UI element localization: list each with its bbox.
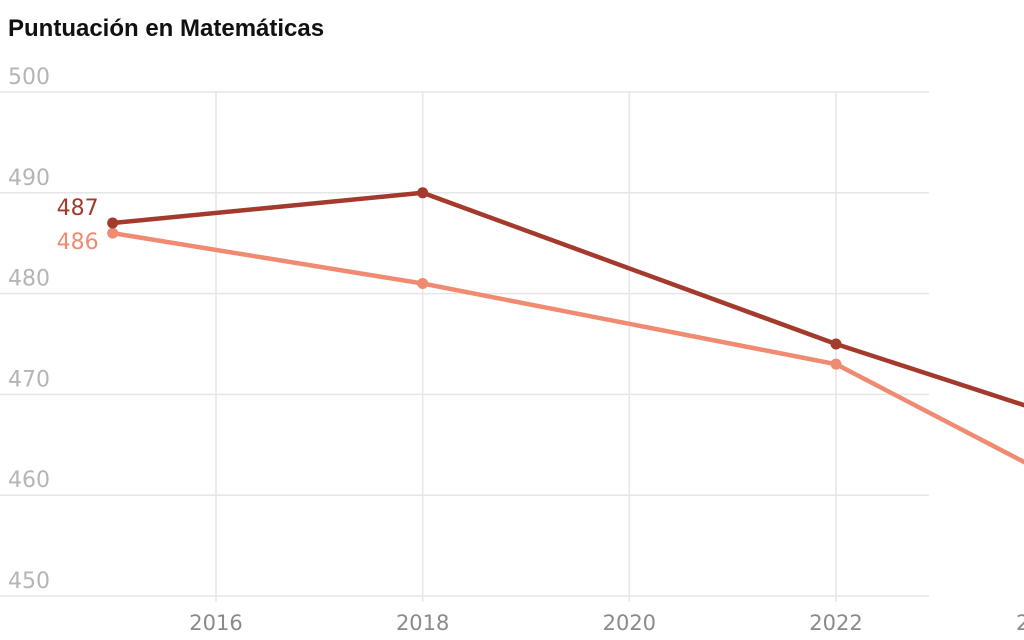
x-tick-label: 2018 [396, 611, 449, 635]
series-line-españa [110, 230, 1024, 465]
gridlines [0, 91, 929, 602]
data-labels: 487OCDE465486España457 [57, 196, 99, 255]
y-tick-label: 500 [8, 65, 50, 90]
y-tick-label: 460 [8, 468, 50, 493]
series-line-ocde [110, 190, 1024, 408]
data-point [830, 358, 842, 370]
y-tick-label: 450 [8, 569, 50, 594]
y-tick-label: 480 [8, 267, 50, 292]
data-point [107, 227, 119, 239]
x-tick-label: 2024 [1016, 611, 1024, 635]
start-value-label: 487 [57, 196, 99, 221]
start-value-label: 486 [57, 230, 99, 255]
chart-title: Puntuación en Matemáticas [8, 15, 324, 42]
y-tick-label: 490 [8, 166, 50, 191]
x-tick-label: 2016 [189, 611, 242, 635]
y-tick-label: 470 [8, 367, 50, 392]
x-tick-label: 2022 [809, 611, 862, 635]
data-point [830, 338, 842, 350]
x-axis-ticks: 2016 2018 2020 2022 2024 [189, 611, 1024, 635]
x-tick-label: 2020 [603, 611, 656, 635]
y-axis-ticks: 450 460 470 480 490 500 [8, 65, 50, 594]
series-lines [107, 187, 1024, 465]
data-point [417, 187, 429, 199]
data-point [107, 217, 119, 229]
data-point [417, 278, 429, 290]
